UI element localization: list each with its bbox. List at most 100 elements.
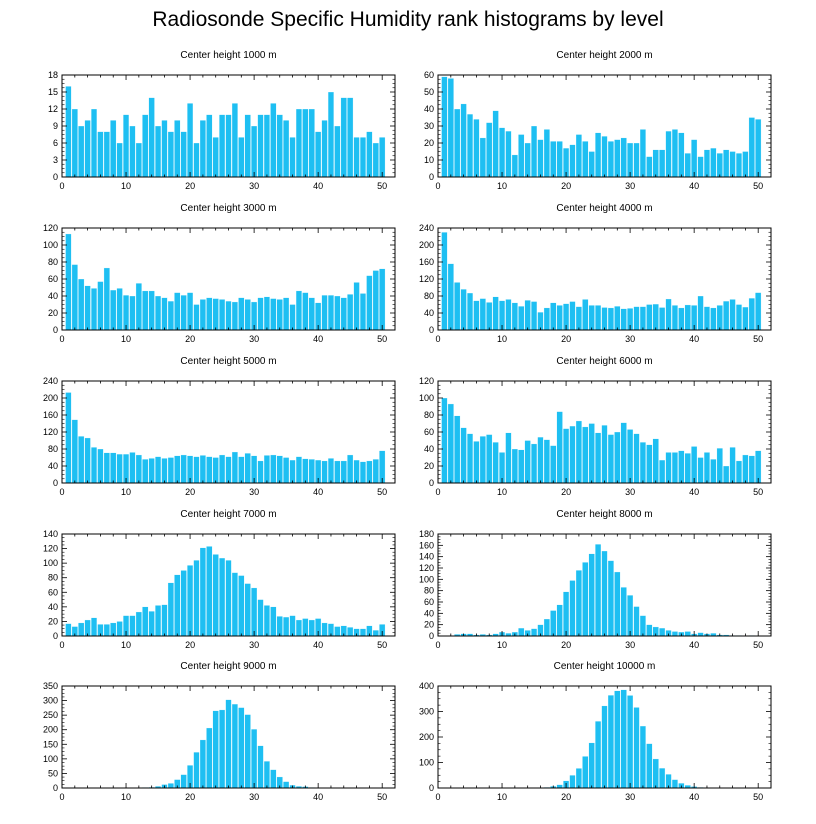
histogram-bar xyxy=(155,456,162,484)
histogram-bar xyxy=(353,282,360,331)
histogram-bar xyxy=(65,623,72,637)
y-tick-label: 140 xyxy=(419,552,434,562)
histogram-bar xyxy=(633,433,640,484)
panel-1: Center height 1000 m 0 10 20 30 40 50 0 3 6 9 12 15 1… xyxy=(48,50,396,191)
histogram-bar xyxy=(639,725,646,789)
y-tick-label: 9 xyxy=(53,121,58,131)
histogram-bar xyxy=(659,149,666,178)
histogram-bar xyxy=(703,306,710,331)
histogram-bar xyxy=(575,134,582,178)
x-tick-label: 10 xyxy=(497,334,507,344)
histogram-bar xyxy=(244,583,251,637)
y-tick-label: 300 xyxy=(419,707,434,717)
histogram-bar xyxy=(219,114,226,178)
x-tick-label: 50 xyxy=(377,181,387,191)
histogram-bar xyxy=(199,739,206,789)
y-tick-label: 18 xyxy=(48,70,58,80)
histogram-bar xyxy=(129,295,136,331)
panel-title: Center height 3000 m xyxy=(180,203,276,214)
histogram-bar xyxy=(78,278,85,331)
histogram-bar xyxy=(347,294,354,331)
y-tick-label: 0 xyxy=(53,172,58,182)
histogram-bar xyxy=(142,459,149,484)
x-tick-label: 0 xyxy=(59,487,64,497)
histogram-bar xyxy=(563,591,570,637)
histogram-bar xyxy=(671,452,678,484)
histogram-bar xyxy=(206,546,213,637)
histogram-bar xyxy=(537,311,544,331)
y-tick-label: 140 xyxy=(43,529,58,539)
y-tick-label: 60 xyxy=(424,597,434,607)
x-tick-label: 50 xyxy=(377,487,387,497)
x-tick-label: 40 xyxy=(313,181,323,191)
histogram-bar xyxy=(123,294,130,331)
histogram-bar xyxy=(289,137,296,178)
histogram-bar xyxy=(665,452,672,484)
histogram-bar xyxy=(238,297,245,331)
x-tick-label: 30 xyxy=(625,334,635,344)
histogram-bar xyxy=(582,141,589,178)
x-tick-label: 0 xyxy=(59,792,64,802)
histogram-bar xyxy=(505,299,512,331)
histogram-bar xyxy=(97,281,104,331)
histogram-bar xyxy=(569,425,576,484)
histogram-bar xyxy=(359,461,367,484)
y-tick-label: 80 xyxy=(48,257,58,267)
histogram-bar xyxy=(193,560,200,637)
histogram-bar xyxy=(251,728,258,789)
histogram-bar xyxy=(441,232,448,331)
histogram-bar xyxy=(174,574,181,637)
histogram-bar xyxy=(627,595,634,637)
histogram-bar xyxy=(263,605,270,637)
histogram-bar xyxy=(97,131,104,178)
y-tick-label: 400 xyxy=(419,681,434,691)
histogram-bar xyxy=(308,108,315,178)
histogram-bar xyxy=(219,299,226,331)
histogram-bar xyxy=(582,426,589,484)
histogram-bar xyxy=(447,263,454,331)
histogram-bar xyxy=(543,618,550,637)
histogram-bar xyxy=(353,137,360,178)
histogram-bar xyxy=(620,689,627,789)
x-tick-label: 30 xyxy=(625,487,635,497)
x-tick-label: 0 xyxy=(59,334,64,344)
histogram-bar xyxy=(244,453,251,484)
y-tick-label: 240 xyxy=(419,223,434,233)
histogram-bar xyxy=(716,305,723,331)
histogram-bar xyxy=(569,775,576,789)
histogram-bar xyxy=(729,299,736,331)
histogram-bar xyxy=(97,448,104,484)
histogram-bar xyxy=(735,460,743,484)
histogram-bar xyxy=(588,553,595,637)
histogram-bar xyxy=(652,303,659,331)
panel-6: Center height 6000 m 0 10 20 30 40 50 0 20 40 60 80… xyxy=(419,356,772,497)
histogram-bar xyxy=(276,299,283,331)
histogram-bar xyxy=(742,454,749,484)
y-tick-label: 120 xyxy=(43,427,58,437)
histogram-bar xyxy=(90,447,98,484)
histogram-bar xyxy=(379,137,386,178)
histogram-bar xyxy=(659,627,666,637)
histogram-bar xyxy=(607,560,614,637)
histogram-bar xyxy=(263,761,270,789)
histogram-bar xyxy=(499,127,506,178)
x-tick-label: 20 xyxy=(561,640,571,650)
histogram-bar xyxy=(129,125,136,178)
histogram-bar xyxy=(665,298,672,331)
histogram-bar xyxy=(231,301,238,331)
histogram-bar xyxy=(167,131,174,178)
histogram-bar xyxy=(684,631,691,637)
histogram-bar xyxy=(646,743,653,789)
y-tick-label: 40 xyxy=(424,104,434,114)
histogram-bar xyxy=(142,606,149,637)
histogram-bar xyxy=(748,297,755,331)
histogram-bar xyxy=(697,457,704,484)
x-tick-label: 0 xyxy=(59,640,64,650)
y-tick-label: 0 xyxy=(429,783,434,793)
histogram-bar xyxy=(543,307,550,331)
histogram-bar xyxy=(595,132,602,178)
y-tick-label: 120 xyxy=(419,376,434,386)
histogram-bar xyxy=(646,156,653,178)
x-tick-label: 0 xyxy=(435,792,440,802)
histogram-bar xyxy=(302,458,309,484)
